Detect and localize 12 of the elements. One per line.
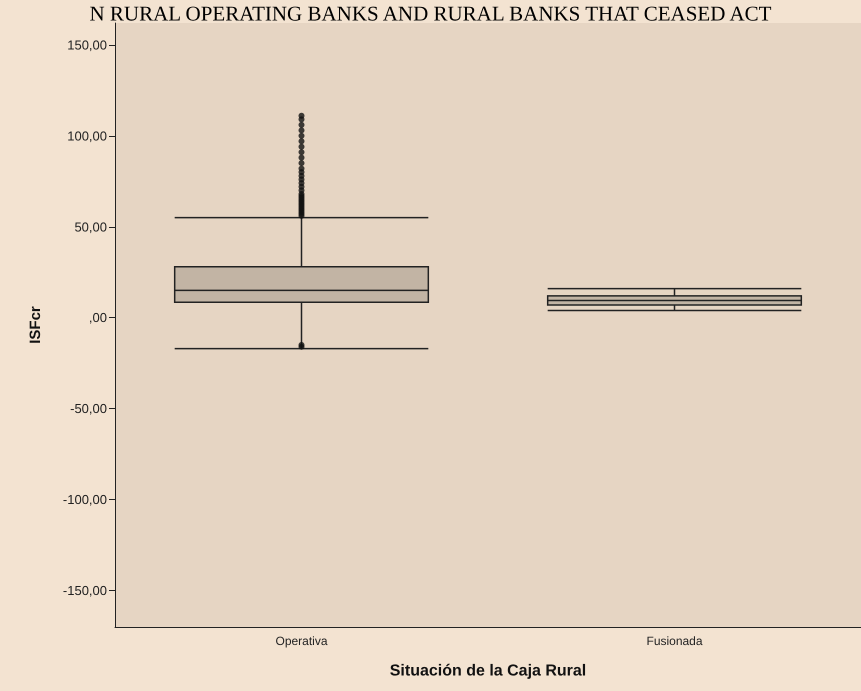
y-tick-label: ,00 [88, 310, 107, 326]
y-tick-label: 100,00 [67, 128, 107, 144]
y-tick-label: -50,00 [70, 401, 107, 416]
y-tick-label: -150,00 [62, 583, 107, 598]
y-tick-label: -100,00 [62, 492, 107, 508]
y-tick-label: 150,00 [67, 37, 107, 52]
chart-title: N RURAL OPERATING BANKS AND RURAL BANKS THAT CEASED ACT [90, 2, 772, 26]
x-axis-title: Situación de la Caja Rural [390, 662, 586, 680]
x-tick-label: Fusionada [646, 634, 703, 648]
x-tick-label: Operativa [275, 634, 328, 648]
y-tick-label: 50,00 [74, 219, 107, 234]
y-axis-title: ISFcr [27, 306, 44, 344]
